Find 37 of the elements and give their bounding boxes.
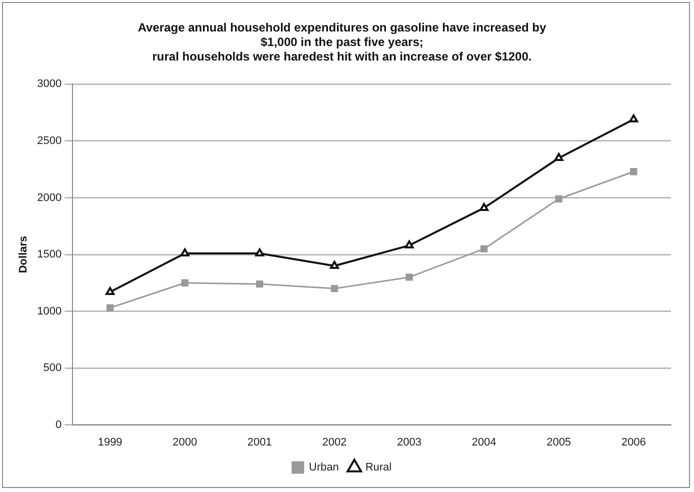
point bbox=[255, 248, 264, 256]
y-tick-label: 2500 bbox=[37, 135, 62, 147]
x-tick-label: 2005 bbox=[546, 436, 572, 448]
text: rural households were haredest hit with an increase of over $1200. bbox=[152, 49, 532, 64]
point bbox=[330, 260, 339, 269]
point bbox=[330, 284, 338, 292]
point bbox=[106, 304, 114, 312]
x-tick-label: 2000 bbox=[172, 436, 198, 448]
point bbox=[406, 274, 413, 281]
point bbox=[480, 202, 488, 211]
point bbox=[554, 152, 564, 161]
text: $1,000 in the past five years; bbox=[260, 34, 424, 49]
legend-label: Urban bbox=[308, 462, 339, 474]
point bbox=[629, 114, 638, 122]
y-tick-label: 500 bbox=[43, 362, 62, 374]
text: Average annual household expenditures on gasoline have increased by bbox=[138, 20, 546, 35]
y-axis-title: Dollars bbox=[18, 236, 30, 274]
point bbox=[630, 168, 638, 176]
x-tick-label: 2004 bbox=[472, 436, 496, 448]
y-tick-label: 3000 bbox=[37, 78, 62, 90]
y-tick-label: 2000 bbox=[37, 192, 62, 204]
legend-label: Rural bbox=[365, 462, 392, 474]
point bbox=[106, 286, 115, 295]
x-tick-label: 2003 bbox=[396, 436, 422, 448]
point bbox=[181, 279, 188, 286]
x-tick-label: 1999 bbox=[98, 436, 122, 448]
x-tick-label: 2006 bbox=[621, 436, 646, 448]
x-tick-label: 2002 bbox=[322, 436, 347, 448]
point bbox=[404, 240, 414, 248]
x-tick-label: 2001 bbox=[247, 436, 272, 448]
point bbox=[555, 195, 562, 202]
y-tick-label: 0 bbox=[56, 418, 62, 431]
y-tick-label: 1500 bbox=[37, 248, 62, 261]
point bbox=[256, 280, 264, 288]
y-tick-label: 1000 bbox=[37, 305, 62, 318]
point bbox=[480, 245, 488, 252]
point bbox=[180, 248, 190, 256]
